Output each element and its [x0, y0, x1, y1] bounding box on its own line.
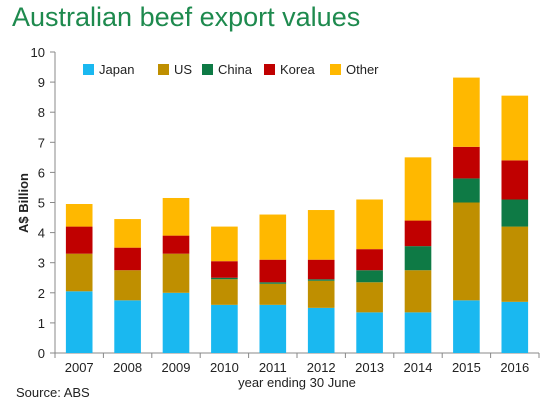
bar-segment-korea — [162, 235, 190, 254]
x-tick-label: 2015 — [452, 360, 481, 375]
bar-segment-japan — [404, 312, 432, 353]
x-tick-label: 2014 — [404, 360, 433, 375]
bar-segment-china — [211, 277, 238, 280]
bar-segment-other — [114, 219, 141, 248]
bar-segment-other — [162, 197, 190, 236]
bar-segment-korea — [259, 259, 287, 283]
bar-segment-us — [65, 253, 93, 292]
x-tick-label: 2007 — [65, 360, 94, 375]
legend-swatch-china — [202, 64, 213, 75]
bar-segment-japan — [259, 304, 287, 353]
y-tick-label: 3 — [38, 256, 45, 271]
bar-segment-us — [211, 279, 238, 305]
bar-segment-korea — [307, 259, 335, 280]
bar-segment-us — [453, 202, 480, 301]
y-tick-label: 8 — [38, 105, 45, 120]
legend-label-japan: Japan — [99, 62, 134, 77]
legend-swatch-other — [330, 64, 341, 75]
bar-segment-us — [307, 280, 335, 308]
y-tick-label: 10 — [31, 45, 45, 60]
y-tick-label: 9 — [38, 75, 45, 90]
x-tick-label: 2012 — [307, 360, 336, 375]
legend-label-korea: Korea — [280, 62, 315, 77]
bar-segment-japan — [211, 304, 238, 353]
bar-segment-korea — [404, 220, 432, 247]
x-axis-label: year ending 30 June — [238, 375, 356, 390]
x-tick-label: 2011 — [259, 360, 287, 375]
y-tick-label: 6 — [38, 165, 45, 180]
y-tick-label: 1 — [38, 316, 45, 331]
bar-segment-korea — [65, 226, 93, 254]
x-tick-label: 2008 — [113, 360, 142, 375]
bar-segment-japan — [501, 301, 529, 353]
bar-segment-japan — [65, 291, 93, 353]
bar-segment-korea — [501, 160, 529, 200]
x-tick-label: 2010 — [210, 360, 239, 375]
bar-segment-china — [259, 282, 287, 284]
legend-label-other: Other — [346, 62, 379, 77]
bar-segment-korea — [356, 249, 383, 271]
bar-segment-japan — [162, 292, 190, 353]
bar-segment-china — [453, 178, 480, 203]
axes: 0 1 2 3 4 5 6 7 8 9 10 2007 2008 2009 2010 2011 2012 2013… — [31, 45, 540, 375]
bar-segment-korea — [453, 146, 480, 179]
bar-segment-other — [356, 199, 383, 250]
bar-segment-japan — [114, 300, 141, 353]
y-tick-label: 2 — [38, 286, 45, 301]
bar-segment-us — [259, 283, 287, 305]
bar-segment-korea — [211, 261, 238, 278]
legend: Japan US China Korea Other — [83, 62, 379, 77]
bar-segment-china — [501, 199, 529, 227]
x-tick-label: 2013 — [355, 360, 384, 375]
bar-segment-us — [404, 270, 432, 313]
bar-segment-other — [211, 226, 238, 262]
y-tick-label: 4 — [38, 226, 45, 241]
bar-segment-china — [404, 246, 432, 271]
y-axis-label: A$ Billion — [16, 173, 31, 233]
y-tick-label: 7 — [38, 135, 45, 150]
legend-swatch-us — [158, 64, 169, 75]
bar-segment-china — [356, 270, 383, 283]
bars — [65, 77, 529, 353]
y-tick-label: 0 — [38, 346, 45, 361]
bar-segment-us — [114, 270, 141, 301]
bar-segment-us — [356, 282, 383, 313]
bar-segment-japan — [453, 300, 480, 353]
source-note: Source: ABS — [16, 385, 90, 400]
x-tick-label: 2016 — [500, 360, 529, 375]
bar-segment-us — [162, 253, 190, 293]
bar-segment-other — [259, 214, 287, 260]
bar-segment-japan — [307, 307, 335, 353]
bar-segment-china — [307, 279, 335, 281]
legend-swatch-japan — [83, 64, 94, 75]
bar-segment-japan — [356, 312, 383, 353]
bar-segment-other — [65, 204, 93, 227]
bar-segment-other — [307, 210, 335, 260]
chart-title: Australian beef export values — [12, 2, 361, 32]
x-tick-label: 2009 — [162, 360, 191, 375]
y-tick-label: 5 — [38, 196, 45, 211]
bar-segment-other — [404, 157, 432, 221]
bar-segment-other — [501, 95, 529, 161]
legend-label-china: China — [218, 62, 253, 77]
bar-segment-korea — [114, 247, 141, 271]
bar-segment-other — [453, 77, 480, 147]
bar-segment-us — [501, 226, 529, 302]
legend-swatch-korea — [264, 64, 275, 75]
legend-label-us: US — [174, 62, 192, 77]
